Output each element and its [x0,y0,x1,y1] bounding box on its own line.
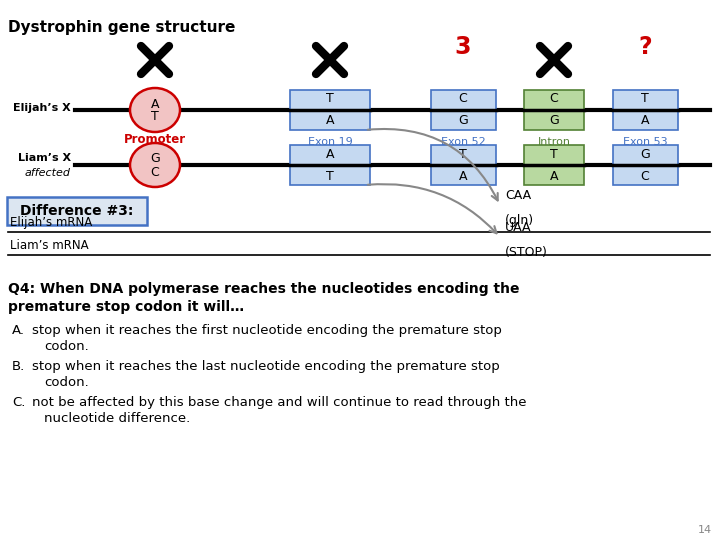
Text: Elijah’s X: Elijah’s X [13,103,71,113]
Text: T: T [326,170,334,183]
Text: Dystrophin gene structure: Dystrophin gene structure [8,20,235,35]
Text: codon.: codon. [44,376,89,389]
Text: T: T [550,147,558,160]
Bar [613,145,678,185]
Text: CAA: CAA [505,189,531,202]
Text: (STOP): (STOP) [505,246,548,259]
Text: A: A [325,114,334,127]
Text: G: G [640,147,650,160]
Text: stop when it reaches the last nucleotide encoding the premature stop: stop when it reaches the last nucleotide… [32,360,500,373]
Text: C: C [459,92,467,105]
Text: G: G [549,114,559,127]
Text: A: A [550,170,558,183]
Text: premature stop codon it will…: premature stop codon it will… [8,300,244,314]
Text: T: T [641,92,649,105]
Text: 3: 3 [455,35,472,59]
Text: Elijah’s mRNA: Elijah’s mRNA [10,216,92,229]
Text: Promoter: Promoter [124,133,186,146]
Text: A: A [325,147,334,160]
Bar [524,90,584,130]
Text: C: C [549,92,559,105]
Text: UAA: UAA [505,221,531,234]
Text: A: A [150,98,159,111]
Text: codon.: codon. [44,340,89,353]
FancyArrowPatch shape [368,129,498,200]
Text: G: G [458,114,468,127]
Text: C: C [641,170,649,183]
Text: Exon 19: Exon 19 [307,137,352,147]
Text: C.: C. [12,396,25,409]
Text: C: C [150,165,159,179]
Text: Difference #3:: Difference #3: [20,204,134,218]
Text: B.: B. [12,360,25,373]
Text: A: A [641,114,649,127]
Text: A: A [459,170,467,183]
Text: T: T [459,147,467,160]
Bar [613,90,678,130]
Text: ?: ? [638,35,652,59]
Text: stop when it reaches the first nucleotide encoding the premature stop: stop when it reaches the first nucleotid… [32,324,502,337]
Text: T: T [151,111,159,124]
Text: Liam’s X: Liam’s X [18,153,71,163]
Text: affected: affected [25,168,71,178]
Bar [290,145,370,185]
FancyArrowPatch shape [368,184,497,233]
Text: (gln): (gln) [505,214,534,227]
Text: Intron: Intron [538,137,570,147]
Bar [524,145,584,185]
Bar [431,90,495,130]
Ellipse shape [130,88,180,132]
FancyBboxPatch shape [7,197,147,225]
Bar [431,145,495,185]
Text: 14: 14 [698,525,712,535]
Ellipse shape [130,143,180,187]
Text: Exon 52: Exon 52 [441,137,485,147]
Text: G: G [150,152,160,165]
Bar [290,90,370,130]
Text: Liam’s mRNA: Liam’s mRNA [10,239,89,252]
Text: Q4: When DNA polymerase reaches the nucleotides encoding the: Q4: When DNA polymerase reaches the nucl… [8,282,520,296]
Text: A.: A. [12,324,25,337]
Text: not be affected by this base change and will continue to read through the: not be affected by this base change and … [32,396,526,409]
Text: Exon 53: Exon 53 [623,137,667,147]
Text: nucleotide difference.: nucleotide difference. [44,412,190,425]
Text: T: T [326,92,334,105]
